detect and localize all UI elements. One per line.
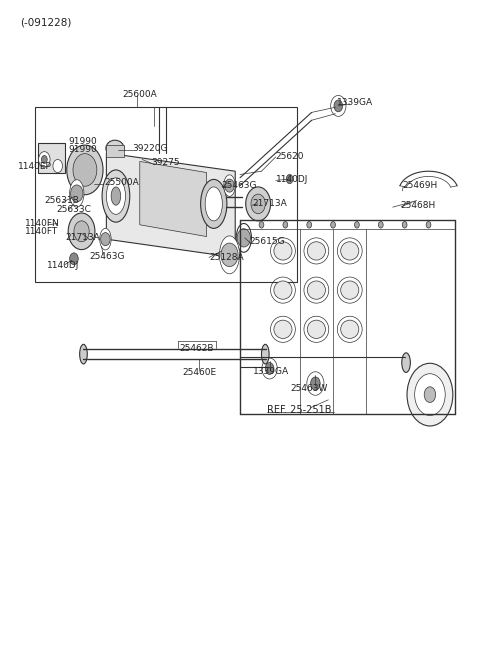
Ellipse shape <box>274 242 292 260</box>
Text: 91990: 91990 <box>68 145 97 154</box>
Circle shape <box>402 222 407 228</box>
Circle shape <box>286 174 293 184</box>
Text: 25633C: 25633C <box>56 205 91 214</box>
Circle shape <box>246 187 271 221</box>
Text: 1339GA: 1339GA <box>336 98 372 107</box>
Polygon shape <box>140 161 206 237</box>
Text: 21713A: 21713A <box>252 199 287 209</box>
Ellipse shape <box>219 236 240 274</box>
Text: 91990: 91990 <box>68 136 97 146</box>
Circle shape <box>355 222 360 228</box>
Ellipse shape <box>100 228 111 250</box>
Text: 25460E: 25460E <box>182 368 216 377</box>
Text: 25463G: 25463G <box>90 252 125 260</box>
Ellipse shape <box>274 281 292 299</box>
Text: 1140EP: 1140EP <box>18 161 52 171</box>
Text: 21713A: 21713A <box>66 234 101 242</box>
Text: 25600A: 25600A <box>122 90 157 98</box>
Circle shape <box>53 159 62 173</box>
Ellipse shape <box>341 242 359 260</box>
Text: 1140DJ: 1140DJ <box>47 262 79 270</box>
Circle shape <box>221 243 238 266</box>
Circle shape <box>101 233 110 246</box>
Ellipse shape <box>307 242 325 260</box>
Circle shape <box>259 222 264 228</box>
Text: 1339GA: 1339GA <box>253 367 289 377</box>
Ellipse shape <box>341 281 359 299</box>
Text: 25128A: 25128A <box>209 253 244 262</box>
Circle shape <box>334 100 343 112</box>
Ellipse shape <box>80 344 87 364</box>
Circle shape <box>237 229 251 247</box>
Circle shape <box>311 377 320 390</box>
Circle shape <box>74 221 89 242</box>
Circle shape <box>331 222 336 228</box>
Circle shape <box>41 155 47 163</box>
Ellipse shape <box>107 178 125 215</box>
Text: 25468H: 25468H <box>400 201 435 210</box>
Text: 39220G: 39220G <box>132 144 168 153</box>
Text: 25500A: 25500A <box>104 178 139 188</box>
Circle shape <box>70 253 78 264</box>
Ellipse shape <box>402 353 410 373</box>
Text: 1140DJ: 1140DJ <box>276 174 308 184</box>
Circle shape <box>67 145 103 195</box>
Text: 25462B: 25462B <box>180 344 214 354</box>
Circle shape <box>378 222 383 228</box>
Text: 25620: 25620 <box>276 152 304 161</box>
Text: REF. 25-251B: REF. 25-251B <box>267 405 332 415</box>
Text: 1140FN: 1140FN <box>25 219 60 228</box>
Ellipse shape <box>341 320 359 338</box>
Ellipse shape <box>201 179 227 228</box>
Bar <box>37 143 65 173</box>
Circle shape <box>283 222 288 228</box>
Circle shape <box>251 194 265 214</box>
Ellipse shape <box>262 344 269 364</box>
Circle shape <box>424 387 436 403</box>
Circle shape <box>68 213 95 250</box>
Ellipse shape <box>274 320 292 338</box>
Ellipse shape <box>307 281 325 299</box>
Text: 39275: 39275 <box>152 157 180 167</box>
Text: 25463W: 25463W <box>290 384 328 392</box>
Text: 25615G: 25615G <box>250 237 285 246</box>
Circle shape <box>265 363 274 375</box>
Circle shape <box>73 154 97 186</box>
Ellipse shape <box>111 187 120 205</box>
Ellipse shape <box>224 174 235 196</box>
Ellipse shape <box>307 320 325 338</box>
Ellipse shape <box>106 140 124 157</box>
Text: 1140FT: 1140FT <box>25 228 59 236</box>
Ellipse shape <box>205 187 222 221</box>
Circle shape <box>307 222 312 228</box>
Circle shape <box>71 185 83 202</box>
Circle shape <box>426 222 431 228</box>
Circle shape <box>38 152 50 167</box>
Polygon shape <box>107 153 235 257</box>
Ellipse shape <box>102 170 130 222</box>
Ellipse shape <box>70 180 84 207</box>
Circle shape <box>415 374 445 415</box>
Ellipse shape <box>236 224 252 252</box>
Text: (-091228): (-091228) <box>21 18 72 28</box>
Circle shape <box>407 363 453 426</box>
Text: 25463G: 25463G <box>221 181 256 190</box>
Text: 25631B: 25631B <box>44 196 79 205</box>
Circle shape <box>225 179 234 192</box>
Text: 25469H: 25469H <box>402 181 437 190</box>
Bar <box>107 145 123 157</box>
